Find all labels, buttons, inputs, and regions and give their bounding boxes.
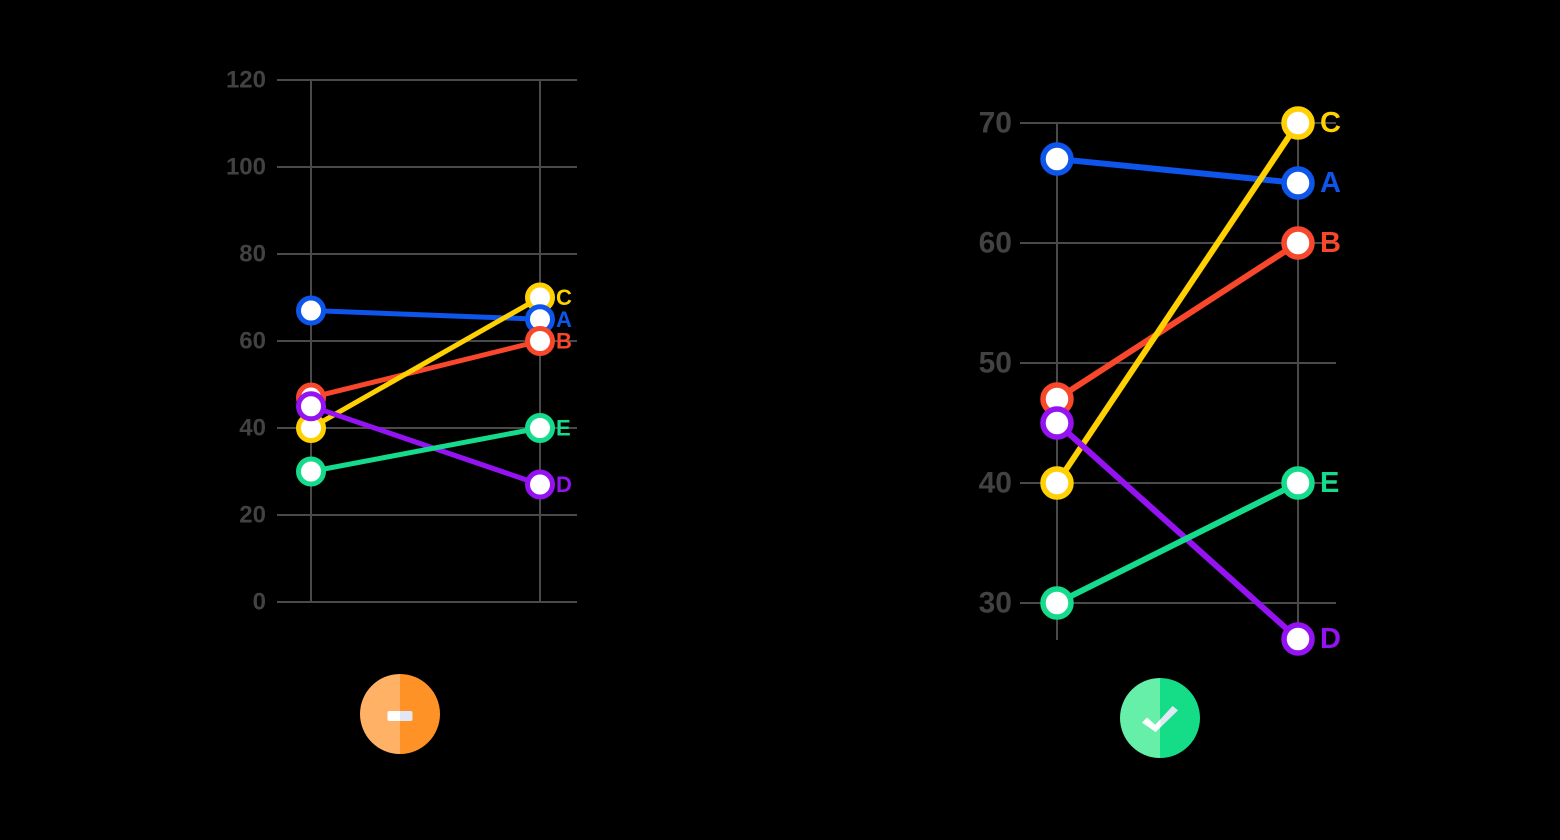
- series-label-D: D: [1320, 623, 1341, 655]
- y-tick-label: 100: [226, 154, 266, 181]
- y-tick-label: 60: [979, 227, 1012, 260]
- series-label-B: B: [556, 329, 572, 354]
- slope-chart-full-axis: 0 20 40 60 80 100 120 CAB E D: [226, 67, 577, 616]
- series-label-B: B: [1320, 227, 1341, 259]
- data-point-E-right: [525, 413, 555, 443]
- data-point-D-left: [1040, 406, 1074, 440]
- y-tick-label: 60: [239, 328, 266, 355]
- data-point-C-right: [1281, 106, 1315, 140]
- y-tick-label: 20: [239, 502, 266, 529]
- series-label-E: E: [556, 416, 571, 441]
- minus-icon: [387, 711, 413, 721]
- series-label-E: E: [1320, 467, 1339, 499]
- data-point-E-left: [296, 456, 326, 487]
- data-point-D-left: [296, 391, 326, 422]
- data-point-A-left: [1040, 142, 1074, 176]
- series-line-B: [1055, 240, 1300, 402]
- data-point-D-right: [525, 469, 555, 500]
- slope-chart-cropped-axis: 30 40 50 60 70 CAB E D: [979, 106, 1341, 656]
- data-point-C-left: [1040, 466, 1074, 500]
- series-label-A: A: [556, 307, 572, 332]
- y-tick-label: 70: [979, 107, 1012, 140]
- y-tick-label: 30: [979, 587, 1012, 620]
- series-label-C: C: [556, 285, 572, 310]
- series-line-C: [309, 295, 542, 431]
- data-point-A-left: [296, 295, 326, 326]
- series-label-A: A: [1320, 167, 1341, 199]
- y-tick-label: 50: [979, 347, 1012, 380]
- series-line-E: [1055, 480, 1300, 606]
- series-label-D: D: [556, 472, 572, 497]
- data-point-E-right: [1281, 466, 1315, 500]
- series-label-C: C: [1320, 107, 1341, 139]
- series-line-E: [310, 425, 541, 474]
- series-line-D: [310, 403, 541, 487]
- data-point-A-right: [1281, 166, 1315, 200]
- y-tick-label: 40: [239, 415, 266, 442]
- check-icon: [1142, 706, 1178, 732]
- recommended-icon: [1120, 678, 1200, 758]
- y-tick-label: 40: [979, 467, 1012, 500]
- y-tick-label: 120: [226, 67, 266, 94]
- data-point-B-right: [1281, 226, 1315, 260]
- y-tick-label: 0: [253, 589, 266, 616]
- data-point-D-right: [1281, 622, 1315, 656]
- series-line-C: [1054, 121, 1301, 485]
- series-line-B: [310, 338, 541, 400]
- y-tick-label: 80: [239, 241, 266, 268]
- not-recommended-icon: [360, 674, 440, 754]
- data-point-B-right: [525, 326, 555, 356]
- data-point-E-left: [1040, 586, 1074, 620]
- series-line-D: [1054, 420, 1301, 642]
